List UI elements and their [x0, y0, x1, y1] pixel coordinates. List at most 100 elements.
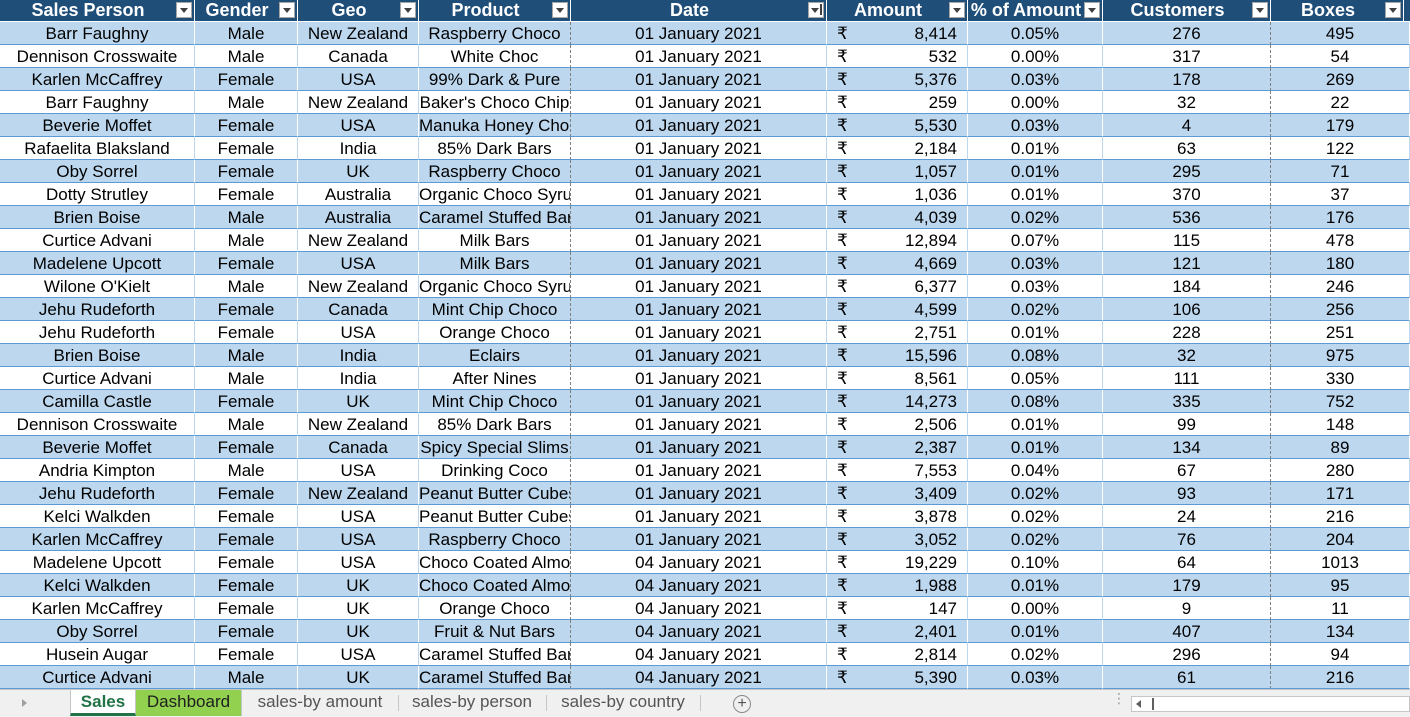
cell-product[interactable]: Mint Chip Choco [419, 390, 571, 413]
cell-gender[interactable]: Female [195, 160, 298, 183]
cell-boxes[interactable]: 71 [1271, 160, 1410, 183]
column-header-boxes[interactable]: Boxes [1271, 0, 1404, 21]
cell-product[interactable]: White Choc [419, 45, 571, 68]
cell-date[interactable]: 04 January 2021 [571, 643, 827, 666]
cell-sales-person[interactable]: Barr Faughny [0, 91, 195, 114]
cell-boxes[interactable]: 752 [1271, 390, 1410, 413]
cell-customers[interactable]: 32 [1103, 91, 1271, 114]
cell-gender[interactable]: Female [195, 597, 298, 620]
cell-amount[interactable]: ₹3,878 [827, 505, 968, 528]
column-header-gender[interactable]: Gender [195, 0, 298, 21]
cell-sales-person[interactable]: Camilla Castle [0, 390, 195, 413]
cell-product[interactable]: Peanut Butter Cubes [419, 505, 571, 528]
cell-product[interactable]: Orange Choco [419, 597, 571, 620]
cell-sales-person[interactable]: Kelci Walkden [0, 505, 195, 528]
cell-gender[interactable]: Male [195, 45, 298, 68]
cell-gender[interactable]: Female [195, 643, 298, 666]
cell-gender[interactable]: Male [195, 91, 298, 114]
cell-boxes[interactable]: 134 [1271, 620, 1410, 643]
cell-date[interactable]: 01 January 2021 [571, 68, 827, 91]
cell-boxes[interactable]: 216 [1271, 505, 1410, 528]
cell-sales-person[interactable]: Dotty Strutley [0, 183, 195, 206]
cell-customers[interactable]: 335 [1103, 390, 1271, 413]
cell-sales-person[interactable]: Beverie Moffet [0, 436, 195, 459]
cell-geo[interactable]: Australia [298, 183, 419, 206]
sheet-tab-dashboard[interactable]: Dashboard [136, 690, 242, 716]
cell-gender[interactable]: Female [195, 620, 298, 643]
cell-date[interactable]: 01 January 2021 [571, 229, 827, 252]
column-header-percent-of-amount[interactable]: % of Amount [968, 0, 1103, 21]
cell-gender[interactable]: Female [195, 298, 298, 321]
cell-percent-of-amount[interactable]: 0.08% [968, 390, 1103, 413]
cell-customers[interactable]: 295 [1103, 160, 1271, 183]
cell-sales-person[interactable]: Husein Augar [0, 643, 195, 666]
cell-geo[interactable]: USA [298, 551, 419, 574]
cell-product[interactable]: After Nines [419, 367, 571, 390]
cell-percent-of-amount[interactable]: 0.01% [968, 436, 1103, 459]
cell-product[interactable]: Manuka Honey Choco [419, 114, 571, 137]
cell-sales-person[interactable]: Beverie Moffet [0, 114, 195, 137]
cell-amount[interactable]: ₹8,414 [827, 22, 968, 45]
cell-percent-of-amount[interactable]: 0.01% [968, 413, 1103, 436]
cell-sales-person[interactable]: Jehu Rudeforth [0, 321, 195, 344]
cell-product[interactable]: 85% Dark Bars [419, 413, 571, 436]
cell-date[interactable]: 01 January 2021 [571, 436, 827, 459]
cell-percent-of-amount[interactable]: 0.03% [968, 275, 1103, 298]
cell-boxes[interactable]: 22 [1271, 91, 1410, 114]
cell-customers[interactable]: 63 [1103, 137, 1271, 160]
cell-boxes[interactable]: 251 [1271, 321, 1410, 344]
cell-date[interactable]: 01 January 2021 [571, 528, 827, 551]
cell-sales-person[interactable]: Oby Sorrel [0, 160, 195, 183]
spreadsheet-grid[interactable]: Sales Person Gender Geo Product Date Amount % … [0, 0, 1410, 689]
cell-customers[interactable]: 276 [1103, 22, 1271, 45]
cell-boxes[interactable]: 95 [1271, 574, 1410, 597]
filter-dropdown-icon[interactable] [949, 2, 965, 18]
sheet-tab-sales-by-country[interactable]: sales-by country [561, 692, 685, 711]
cell-customers[interactable]: 370 [1103, 183, 1271, 206]
cell-gender[interactable]: Male [195, 459, 298, 482]
scrollbar-thumb[interactable] [1152, 698, 1154, 710]
filter-dropdown-icon[interactable] [400, 2, 416, 18]
cell-date[interactable]: 01 January 2021 [571, 482, 827, 505]
cell-customers[interactable]: 106 [1103, 298, 1271, 321]
cell-date[interactable]: 01 January 2021 [571, 160, 827, 183]
cell-gender[interactable]: Female [195, 137, 298, 160]
cell-geo[interactable]: UK [298, 597, 419, 620]
cell-sales-person[interactable]: Rafaelita Blaksland [0, 137, 195, 160]
cell-amount[interactable]: ₹259 [827, 91, 968, 114]
cell-boxes[interactable]: 94 [1271, 643, 1410, 666]
cell-boxes[interactable]: 180 [1271, 252, 1410, 275]
cell-amount[interactable]: ₹2,814 [827, 643, 968, 666]
cell-boxes[interactable]: 246 [1271, 275, 1410, 298]
cell-customers[interactable]: 76 [1103, 528, 1271, 551]
cell-sales-person[interactable]: Karlen McCaffrey [0, 68, 195, 91]
add-sheet-button[interactable]: + [733, 695, 751, 713]
cell-amount[interactable]: ₹15,596 [827, 344, 968, 367]
cell-date[interactable]: 01 January 2021 [571, 367, 827, 390]
cell-customers[interactable]: 134 [1103, 436, 1271, 459]
cell-date[interactable]: 01 January 2021 [571, 505, 827, 528]
cell-percent-of-amount[interactable]: 0.10% [968, 551, 1103, 574]
cell-product[interactable]: Raspberry Choco [419, 22, 571, 45]
cell-percent-of-amount[interactable]: 0.01% [968, 620, 1103, 643]
cell-amount[interactable]: ₹532 [827, 45, 968, 68]
cell-product[interactable]: 85% Dark Bars [419, 137, 571, 160]
cell-date[interactable]: 04 January 2021 [571, 551, 827, 574]
cell-percent-of-amount[interactable]: 0.02% [968, 505, 1103, 528]
cell-customers[interactable]: 121 [1103, 252, 1271, 275]
cell-amount[interactable]: ₹5,390 [827, 666, 968, 689]
cell-boxes[interactable]: 11 [1271, 597, 1410, 620]
cell-product[interactable]: Eclairs [419, 344, 571, 367]
cell-gender[interactable]: Male [195, 367, 298, 390]
cell-customers[interactable]: 115 [1103, 229, 1271, 252]
cell-percent-of-amount[interactable]: 0.02% [968, 206, 1103, 229]
cell-sales-person[interactable]: Curtice Advani [0, 367, 195, 390]
cell-sales-person[interactable]: Madelene Upcott [0, 551, 195, 574]
cell-boxes[interactable]: 171 [1271, 482, 1410, 505]
cell-customers[interactable]: 317 [1103, 45, 1271, 68]
cell-product[interactable]: 99% Dark & Pure [419, 68, 571, 91]
cell-percent-of-amount[interactable]: 0.00% [968, 91, 1103, 114]
cell-percent-of-amount[interactable]: 0.03% [968, 114, 1103, 137]
cell-date[interactable]: 04 January 2021 [571, 574, 827, 597]
cell-geo[interactable]: USA [298, 459, 419, 482]
